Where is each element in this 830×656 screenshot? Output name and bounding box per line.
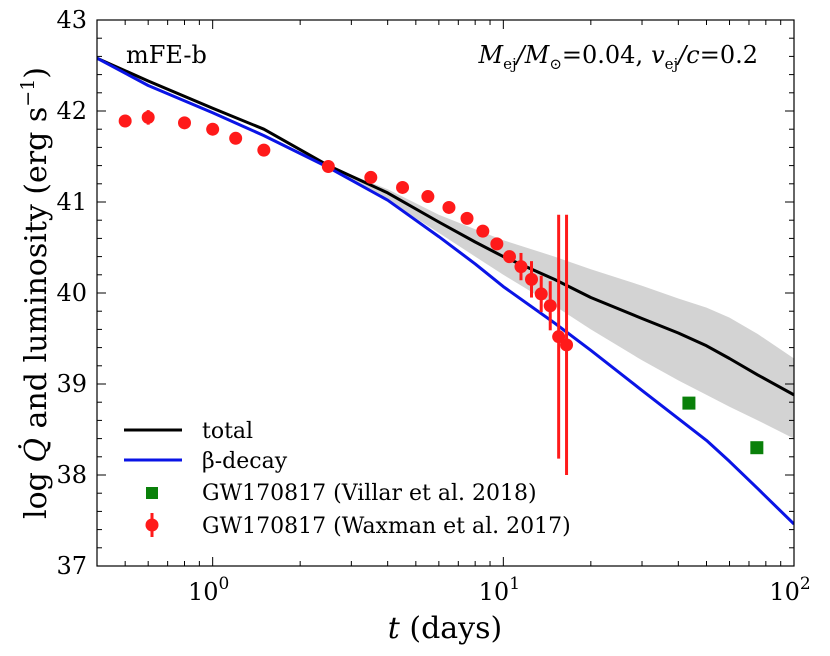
point-waxman (421, 190, 435, 204)
point-waxman (229, 131, 243, 145)
point-waxman (141, 110, 155, 124)
annotation-part-d: v (651, 41, 665, 69)
legend: total β-decay GW170817 (Villar et al. 20… (124, 419, 571, 539)
point-waxman (177, 116, 191, 130)
point-waxman (502, 250, 516, 264)
point-waxman (534, 287, 548, 301)
x-tick-label: 100 (188, 574, 229, 606)
y-axis-label: log Q̇ and luminosity (erg s−1) (17, 67, 54, 519)
x-tick-label-base: 10 (479, 578, 510, 606)
x-axis-label: t (days) (388, 611, 502, 646)
point-waxman (321, 160, 335, 174)
plot-area (97, 56, 794, 526)
x-tick-label-exponent: 0 (219, 574, 230, 594)
y-tick-label: 43 (56, 6, 87, 34)
annotation-right: Mej/M⊙=0.04, vej/c=0.2 (478, 41, 758, 73)
y-axis-label-post: and luminosity (erg s (19, 107, 54, 438)
point-villar (682, 396, 696, 410)
point-waxman (460, 211, 474, 225)
annotation-part-a: M (478, 41, 505, 69)
point-waxman (490, 237, 504, 251)
x-tick-label: 102 (769, 574, 810, 606)
legend-swatch-villar (146, 487, 158, 499)
x-tick-label: 101 (479, 574, 520, 606)
legend-label-beta: β-decay (202, 449, 288, 474)
x-tick-label-exponent: 1 (509, 574, 520, 594)
legend-label-total: total (202, 419, 253, 444)
y-axis-label-close: ) (19, 67, 54, 79)
y-tick-label: 40 (56, 279, 87, 307)
annotation-sub-a: ej (503, 55, 517, 73)
point-villar (750, 441, 764, 455)
legend-label-waxman: GW170817 (Waxman et al. 2017) (202, 514, 571, 539)
y-tick-label: 38 (56, 461, 87, 489)
annotation-part-c: =0.04, (562, 41, 643, 69)
y-tick-label: 41 (56, 188, 87, 216)
point-waxman (525, 272, 539, 286)
point-waxman (442, 200, 456, 214)
y-axis-label-sup: −1 (17, 79, 39, 107)
uncertainty-band (328, 165, 794, 439)
annotation-part-e: /c (676, 41, 700, 69)
x-tick-label-base: 10 (188, 578, 219, 606)
axes (96, 19, 795, 567)
point-waxman (396, 180, 410, 194)
y-axis-label-pre: log (19, 463, 54, 519)
point-waxman (364, 170, 378, 184)
annotation-left: mFE-b (126, 41, 207, 69)
legend-swatch-waxman (145, 518, 159, 532)
y-tick-label: 39 (56, 370, 87, 398)
x-axis-label-var: t (388, 611, 401, 646)
annotation-sub-d: ej (665, 55, 679, 73)
point-waxman (560, 338, 574, 352)
point-waxman (543, 299, 557, 313)
point-waxman (476, 224, 490, 238)
line-beta (97, 56, 794, 526)
x-axis-label-unit: (days) (400, 611, 502, 646)
point-waxman (257, 143, 271, 157)
y-tick-label: 42 (56, 97, 87, 125)
y-tick-label: 37 (56, 552, 87, 580)
point-waxman (552, 330, 566, 344)
y-axis-label-var: Q̇ (19, 438, 54, 463)
x-tick-label-base: 10 (769, 578, 800, 606)
annotation-sub-b: ⊙ (549, 55, 562, 73)
legend-label-villar: GW170817 (Villar et al. 2018) (202, 481, 537, 506)
x-tick-label-exponent: 2 (800, 574, 811, 594)
point-waxman (514, 260, 528, 274)
annotation-part-f: =0.2 (700, 41, 758, 69)
point-waxman (118, 114, 132, 128)
point-waxman (206, 122, 220, 136)
annotation-part-b: /M (515, 41, 551, 69)
plot-background (97, 20, 794, 566)
